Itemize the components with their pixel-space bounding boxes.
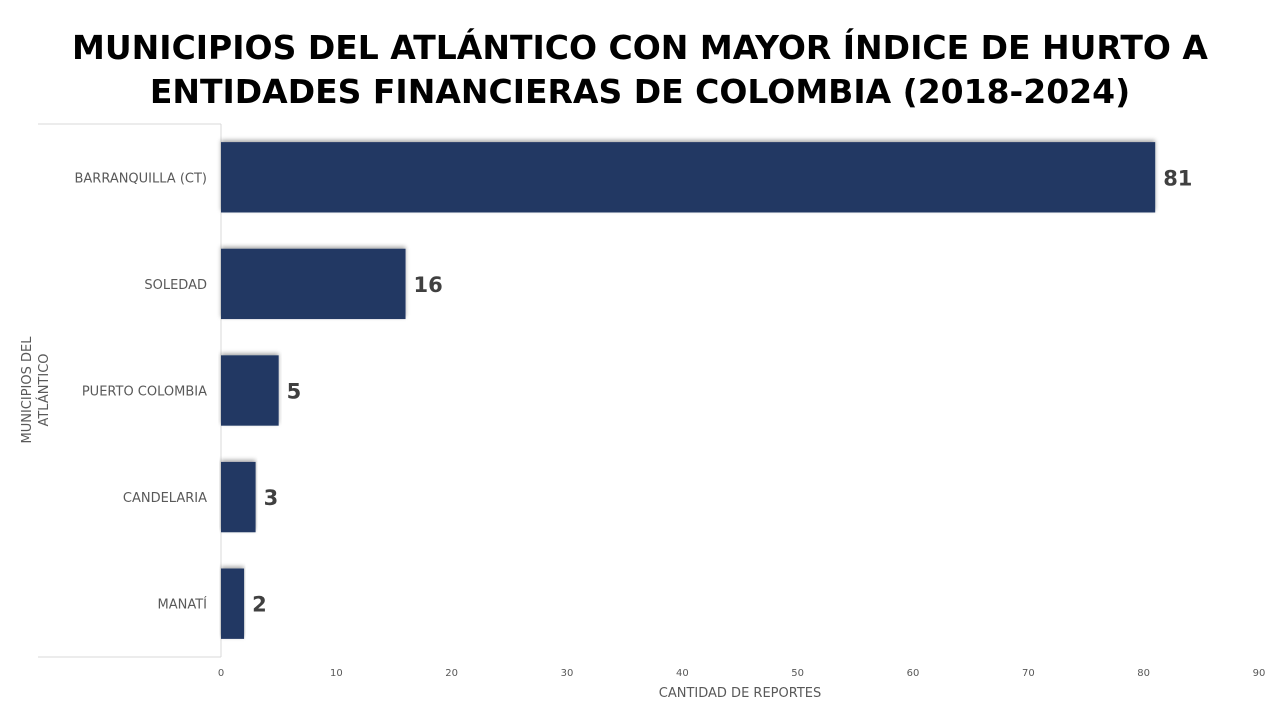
x-tick-label: 50 [791,668,804,679]
x-tick-label: 60 [907,668,920,679]
y-axis-label-line-1: MUNICIPIOS DEL [20,336,35,444]
x-tick-label: 10 [330,668,343,679]
category-label: SOLEDAD [144,278,207,293]
x-tick-label: 90 [1253,668,1266,679]
x-tick-labels: 0 10 20 30 40 50 60 70 80 90 [218,668,1266,679]
x-tick-label: 80 [1137,668,1150,679]
category-label: CANDELARIA [123,491,207,506]
chart-title-line-1: MUNICIPIOS DEL ATLÁNTICO CON MAYOR ÍNDIC… [72,28,1208,67]
bar [221,142,1156,213]
data-label: 16 [414,273,443,297]
data-labels: 81 16 5 3 2 [252,166,1192,616]
bar [221,461,256,533]
y-axis-label: MUNICIPIOS DEL ATLÁNTICO [19,337,53,444]
chart-title: MUNICIPIOS DEL ATLÁNTICO CON MAYOR ÍNDIC… [0,26,1280,114]
y-axis-label-line-2: ATLÁNTICO [37,353,52,427]
data-label: 3 [264,486,279,510]
x-axis-label: CANTIDAD DE REPORTES [658,686,822,701]
category-label: MANATÍ [158,597,208,613]
data-label: 2 [252,593,267,617]
x-tick-label: 0 [218,668,224,679]
category-label: PUERTO COLOMBIA [82,385,207,400]
chart-title-line-2: ENTIDADES FINANCIERAS DE COLOMBIA (2018-… [149,72,1131,111]
bar [221,568,245,639]
data-label: 81 [1163,166,1192,190]
x-tick-label: 30 [561,668,574,679]
bar [221,248,406,320]
bar [221,355,279,426]
bars-group [221,142,1156,639]
x-tick-label: 40 [676,668,689,679]
x-tick-label: 20 [445,668,458,679]
category-labels: BARRANQUILLA (CT) SOLEDAD PUERTO COLOMBIA C… [74,171,207,612]
data-label: 5 [287,380,302,404]
category-label: BARRANQUILLA (CT) [74,171,207,186]
x-tick-label: 70 [1022,668,1035,679]
